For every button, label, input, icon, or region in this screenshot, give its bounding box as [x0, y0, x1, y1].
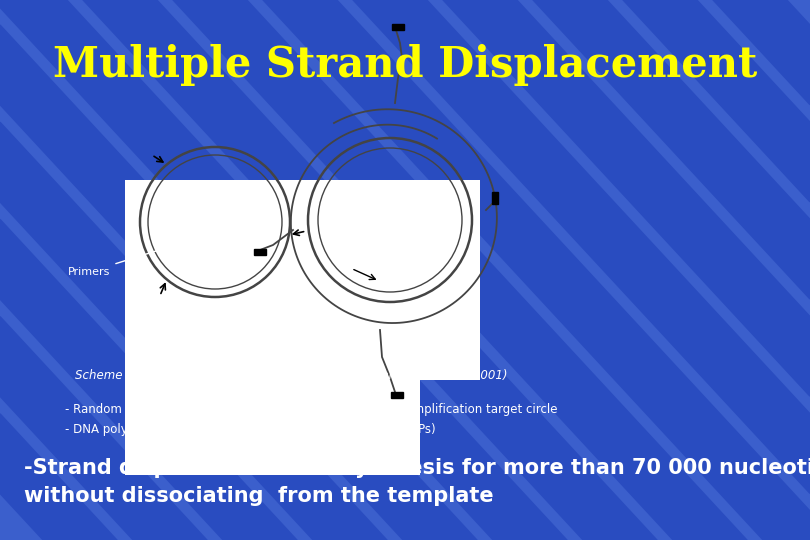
- Text: - DNA polymerase and deoxynucleoside triphosphates (dNTPs): - DNA polymerase and deoxynucleoside tri…: [65, 423, 436, 436]
- Bar: [392, 24, 404, 30]
- Text: - Random oligonucleotide primers complementary to the amplification target circl: - Random oligonucleotide primers complem…: [65, 403, 557, 416]
- Text: without dissociating  from the template: without dissociating from the template: [24, 486, 494, 506]
- Bar: [254, 249, 266, 255]
- Bar: [340, 180, 480, 380]
- Bar: [492, 192, 498, 204]
- Bar: [125, 180, 420, 475]
- Text: Scheme for multiply-primed rolling circle amplification (Dean et al, 2001): Scheme for multiply-primed rolling circl…: [75, 368, 508, 381]
- Text: -Strand displacement DNA synthesis for more than 70 000 nucleotides: -Strand displacement DNA synthesis for m…: [24, 458, 810, 478]
- Bar: [391, 392, 403, 398]
- Text: Multiple Strand Displacement: Multiple Strand Displacement: [53, 44, 757, 86]
- Text: Primers: Primers: [68, 246, 171, 277]
